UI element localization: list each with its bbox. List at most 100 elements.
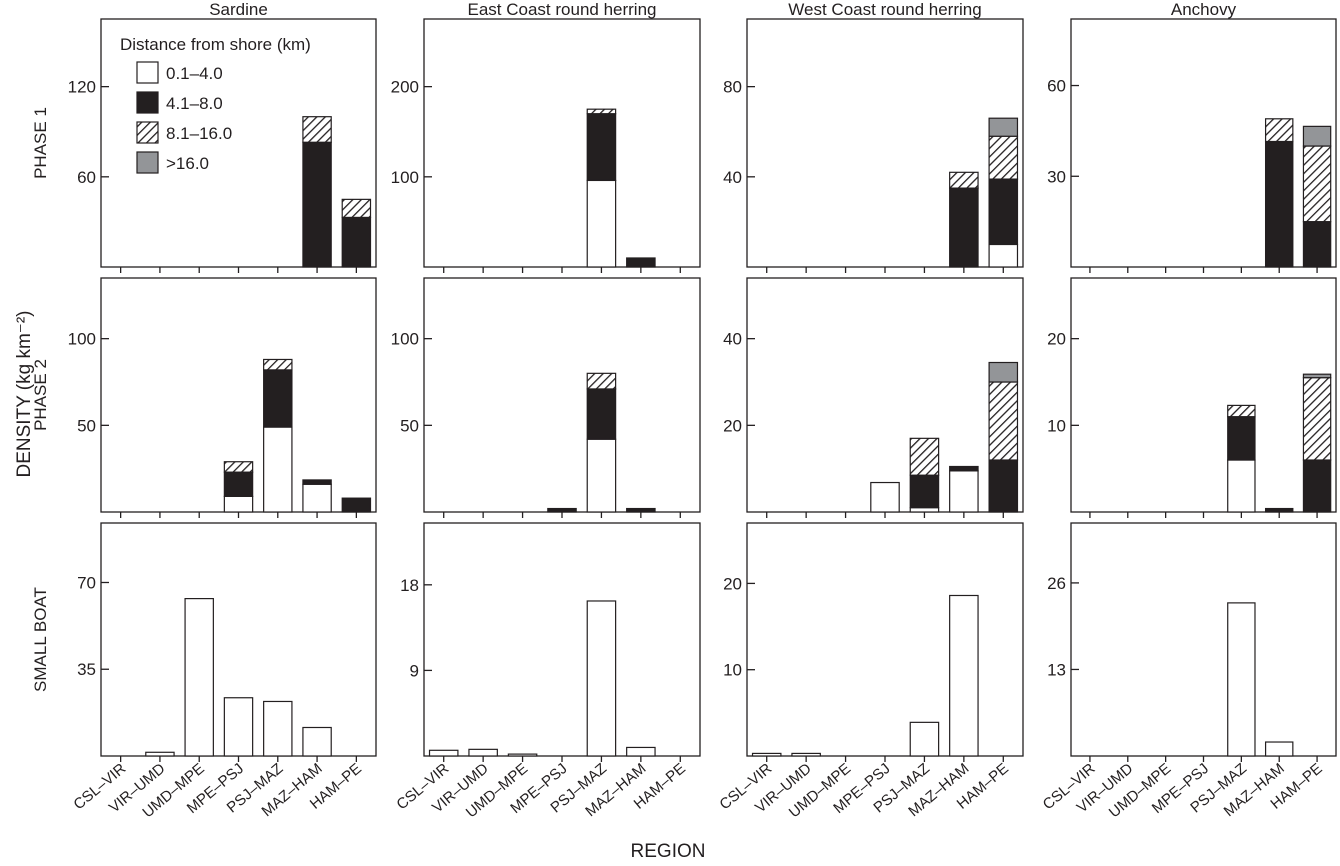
plot-frame — [746, 277, 1024, 513]
bar — [223, 697, 254, 757]
plot-frame — [423, 277, 701, 513]
panel-phase-1-sardine: 60 120 Sardine PHASE 1 — [31, 0, 377, 273]
bar-segment-0-4km — [949, 470, 979, 513]
plot-frame — [746, 522, 1024, 757]
legend-title: Distance from shore (km) — [120, 35, 311, 54]
bar-segment-4-8km — [988, 178, 1019, 246]
y-tick-label: 100 — [391, 168, 419, 187]
bar — [145, 751, 175, 757]
bar-segment-4-8km — [626, 507, 656, 513]
bar-segment-4-8km — [949, 187, 979, 268]
y-tick-label: 40 — [723, 330, 742, 349]
y-tick-label: 20 — [723, 574, 742, 593]
bar — [468, 748, 498, 757]
bar — [184, 598, 214, 757]
y-tick-label: 50 — [77, 416, 96, 435]
bar-segment-over-16km — [1302, 125, 1332, 147]
bar-segment-0-4km — [1227, 459, 1256, 513]
bar-segment-4-8km — [547, 507, 577, 513]
panel-small-boat-east-coast-round-herring: 918CSL–VIRVIR–UMDUMD–MPEMPE–PSJPSJ–MAZMA… — [393, 522, 701, 821]
bar — [302, 726, 332, 757]
y-tick-label: 60 — [1047, 77, 1066, 96]
column-title: Sardine — [209, 0, 268, 19]
bar — [1227, 602, 1256, 757]
row-label: SMALL BOAT — [31, 587, 50, 692]
bar-segment-4-8km — [586, 113, 617, 182]
bar-segment-8-16km — [988, 381, 1019, 461]
y-tick-label: 9 — [410, 661, 419, 680]
bar-segment-0-4km — [223, 495, 254, 513]
bar — [586, 600, 617, 757]
plot-frame — [746, 18, 1024, 268]
bar-segment-4-8km — [302, 479, 332, 485]
legend-label: >16.0 — [166, 154, 209, 173]
bar-segment-4-8km — [1302, 221, 1332, 268]
row-label: PHASE 1 — [31, 107, 50, 179]
y-tick-label: 100 — [391, 330, 419, 349]
panel-phase-1-west-coast-round-herring: 40 80 West Coast round herring — [723, 0, 1024, 273]
bar-segment-0-4km — [586, 179, 617, 268]
legend-swatch — [136, 151, 159, 174]
bar-segment-8-16km — [586, 108, 617, 115]
panel-phase-1-east-coast-round-herring: 100 200 East Coast round herring — [391, 0, 701, 273]
legend-label: 0.1–4.0 — [166, 64, 223, 83]
panel-phase-1-anchovy: 30 60 Anchovy — [1047, 0, 1337, 273]
bar — [263, 700, 293, 757]
bar-segment-8-16km — [1227, 404, 1256, 418]
panel-small-boat-anchovy: 1326CSL–VIRVIR–UMDUMD–MPEMPE–PSJPSJ–MAZM… — [1040, 522, 1337, 821]
y-tick-label: 70 — [77, 573, 96, 592]
y-tick-label: 20 — [723, 416, 742, 435]
y-tick-label: 20 — [1047, 330, 1066, 349]
panel-phase-2-east-coast-round-herring: 50 100 — [391, 277, 701, 518]
bar-segment-over-16km — [988, 361, 1019, 383]
y-tick-label: 30 — [1047, 167, 1066, 186]
legend-label: 8.1–16.0 — [166, 124, 232, 143]
y-tick-label: 100 — [68, 330, 96, 349]
legend-swatch — [136, 121, 159, 144]
panel-small-boat-west-coast-round-herring: 1020CSL–VIRVIR–UMDUMD–MPEMPE–PSJPSJ–MAZM… — [716, 522, 1024, 821]
bar — [428, 749, 459, 757]
bar-segment-over-16km — [988, 117, 1019, 137]
bar-segment-4-8km — [1302, 459, 1332, 513]
y-tick-label: 80 — [723, 78, 742, 97]
bar-segment-4-8km — [341, 216, 372, 268]
plot-frame — [423, 522, 701, 757]
bar — [626, 746, 656, 757]
bar-segment-8-16km — [302, 116, 332, 143]
legend: Distance from shore (km) 0.1–4.0 4.1–8.0 8.… — [120, 35, 311, 174]
bar — [751, 752, 782, 757]
y-tick-label: 18 — [400, 576, 419, 595]
bar-segment-4-8km — [988, 459, 1019, 513]
panel-phase-2-anchovy: 10 20 — [1047, 277, 1337, 518]
bar-segment-4-8km — [626, 257, 656, 268]
bar-segment-8-16km — [988, 135, 1019, 180]
y-tick-label: 120 — [68, 78, 96, 97]
bar-segment-0-4km — [263, 426, 293, 513]
bar-segment-8-16km — [1302, 377, 1332, 461]
y-tick-label: 13 — [1047, 660, 1066, 679]
bar-segment-8-16km — [949, 171, 979, 189]
bar-segment-4-8km — [909, 474, 940, 509]
y-axis-title: DENSITY (kg km⁻²) — [14, 311, 35, 478]
bar-segment-4-8km — [341, 497, 372, 513]
bar-segment-4-8km — [302, 141, 332, 268]
bar-segment-4-8km — [1264, 140, 1294, 268]
bar-segment-4-8km — [1227, 416, 1256, 461]
y-tick-label: 200 — [391, 78, 419, 97]
x-axis-title: REGION — [631, 841, 706, 862]
panel-phase-2-sardine: 50 100 PHASE 2 — [31, 277, 377, 518]
bar-segment-8-16km — [1264, 118, 1294, 143]
plot-frame — [423, 18, 701, 268]
bar — [791, 752, 821, 757]
column-title: West Coast round herring — [788, 0, 981, 19]
bar-segment-0-4km — [302, 483, 332, 513]
y-tick-label: 10 — [723, 661, 742, 680]
bar-segment-8-16km — [1302, 145, 1332, 223]
bar-segment-4-8km — [949, 465, 979, 472]
y-tick-label: 60 — [77, 168, 96, 187]
y-tick-label: 35 — [77, 660, 96, 679]
legend-swatch — [136, 61, 159, 84]
